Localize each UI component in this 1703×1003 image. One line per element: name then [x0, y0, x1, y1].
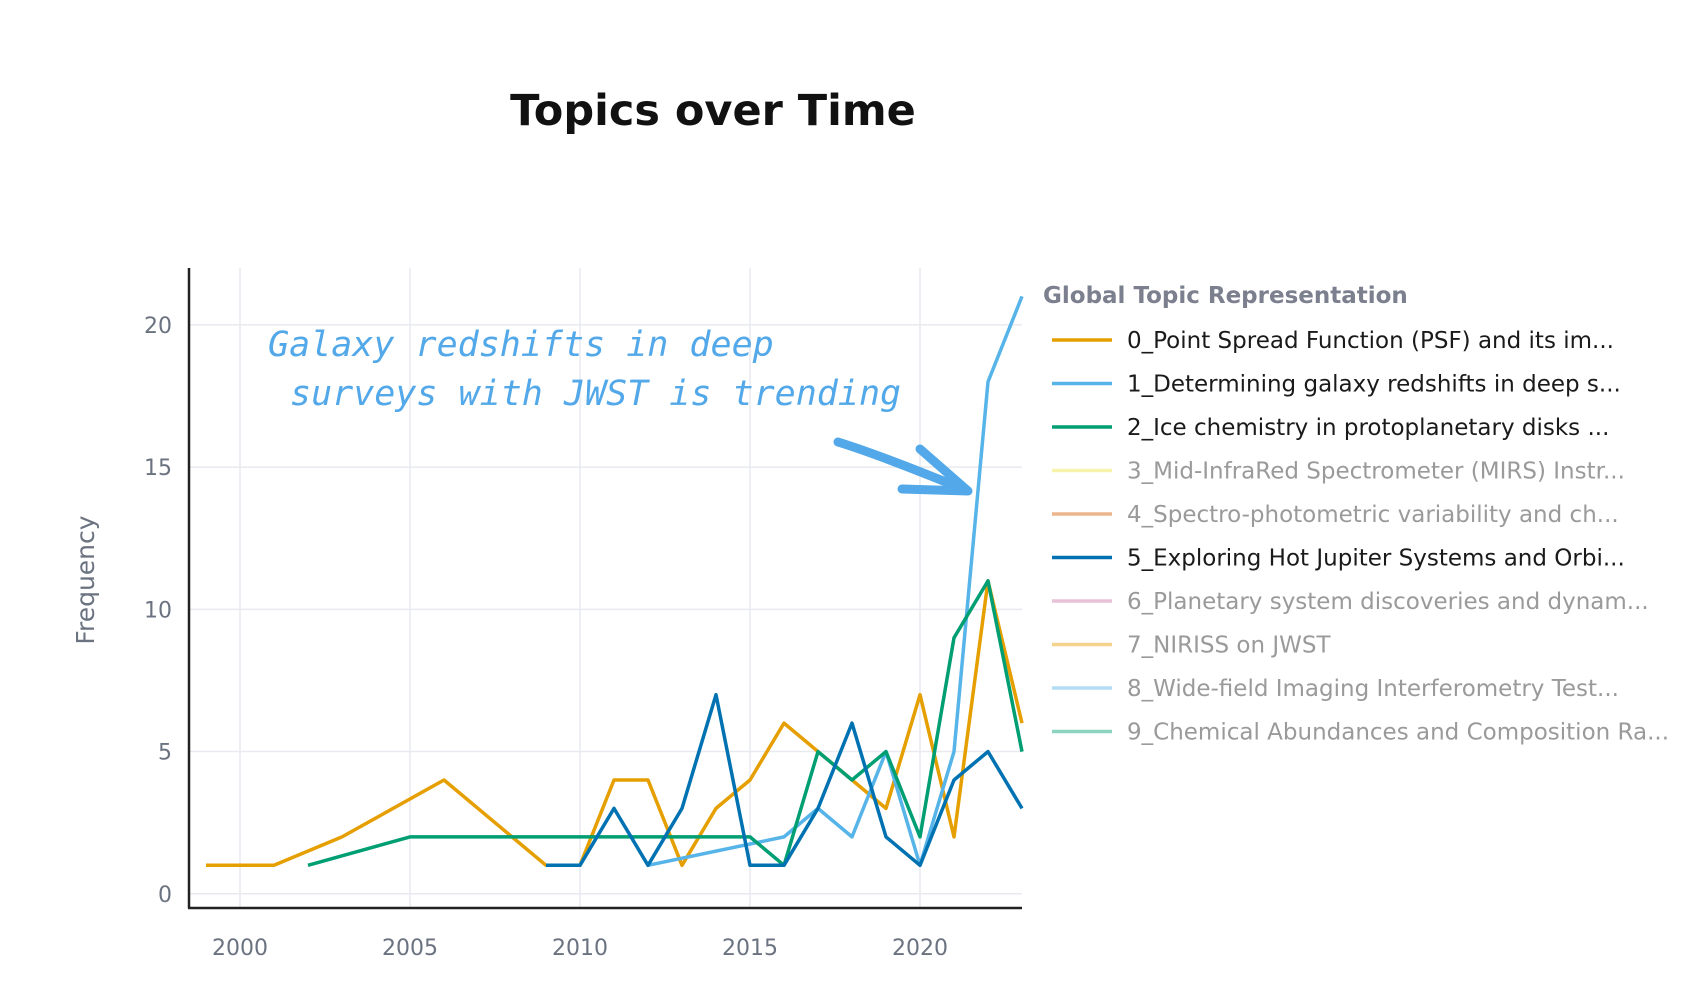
annotation: Galaxy redshifts in deep surveys with JW… — [268, 325, 973, 496]
legend-label: 4_Spectro-photometric variability and ch… — [1127, 502, 1619, 528]
legend-item-topic-9[interactable]: 9_Chemical Abundances and Composition Ra… — [1052, 720, 1669, 746]
legend-item-topic-4[interactable]: 4_Spectro-photometric variability and ch… — [1052, 502, 1619, 528]
x-tick-label: 2020 — [892, 936, 948, 961]
series-line-topic-2 — [307, 579, 1024, 868]
legend-item-topic-8[interactable]: 8_Wide-field Imaging Interferometry Test… — [1052, 676, 1619, 702]
legend-item-topic-1[interactable]: 1_Determining galaxy redshifts in deep s… — [1052, 372, 1621, 398]
legend-label: 7_NIRISS on JWST — [1127, 633, 1331, 659]
legend-label: 5_Exploring Hot Jupiter Systems and Orbi… — [1127, 546, 1625, 572]
y-axis-label: Frequency — [71, 515, 100, 644]
y-tick-label: 5 — [158, 741, 172, 766]
grid-layer — [189, 268, 1022, 908]
legend-item-topic-2[interactable]: 2_Ice chemistry in protoplanetary disks … — [1052, 415, 1609, 441]
tick-label-layer: 2000 2005 2010 2015 2020 0 5 10 15 20 — [144, 314, 948, 961]
axis-layer — [187, 268, 1022, 910]
annotation-arrow-icon — [833, 437, 973, 496]
x-tick-label: 2000 — [212, 936, 268, 961]
legend: Global Topic Representation 0_Point Spre… — [1043, 283, 1669, 746]
annotation-line-2: surveys with JWST is trending — [290, 374, 901, 414]
series-line-topic-0 — [206, 579, 1024, 868]
legend-item-topic-3[interactable]: 3_Mid-InfraRed Spectrometer (MIRS) Instr… — [1052, 459, 1625, 485]
legend-title: Global Topic Representation — [1043, 283, 1408, 309]
legend-label: 9_Chemical Abundances and Composition Ra… — [1127, 720, 1669, 746]
y-tick-label: 10 — [144, 598, 172, 623]
legend-items: 0_Point Spread Function (PSF) and its im… — [1052, 328, 1669, 746]
annotation-line-1: Galaxy redshifts in deep — [268, 325, 774, 365]
chart-title: Topics over Time — [510, 86, 916, 136]
legend-label: 8_Wide-field Imaging Interferometry Test… — [1127, 676, 1619, 702]
legend-label: 1_Determining galaxy redshifts in deep s… — [1127, 372, 1621, 398]
x-tick-label: 2015 — [722, 936, 778, 961]
legend-label: 2_Ice chemistry in protoplanetary disks … — [1127, 415, 1609, 441]
series-layer — [206, 295, 1024, 868]
legend-item-topic-6[interactable]: 6_Planetary system discoveries and dynam… — [1052, 589, 1649, 615]
y-tick-label: 15 — [144, 456, 172, 481]
y-tick-label: 20 — [144, 314, 172, 339]
legend-label: 0_Point Spread Function (PSF) and its im… — [1127, 328, 1614, 354]
legend-item-topic-7[interactable]: 7_NIRISS on JWST — [1052, 633, 1331, 659]
y-tick-label: 0 — [158, 883, 172, 908]
legend-label: 6_Planetary system discoveries and dynam… — [1127, 589, 1649, 615]
series-line-topic-5 — [546, 692, 1024, 868]
x-tick-label: 2005 — [382, 936, 438, 961]
legend-item-topic-0[interactable]: 0_Point Spread Function (PSF) and its im… — [1052, 328, 1614, 354]
legend-label: 3_Mid-InfraRed Spectrometer (MIRS) Instr… — [1127, 459, 1625, 485]
legend-item-topic-5[interactable]: 5_Exploring Hot Jupiter Systems and Orbi… — [1052, 546, 1625, 572]
x-tick-label: 2010 — [552, 936, 608, 961]
